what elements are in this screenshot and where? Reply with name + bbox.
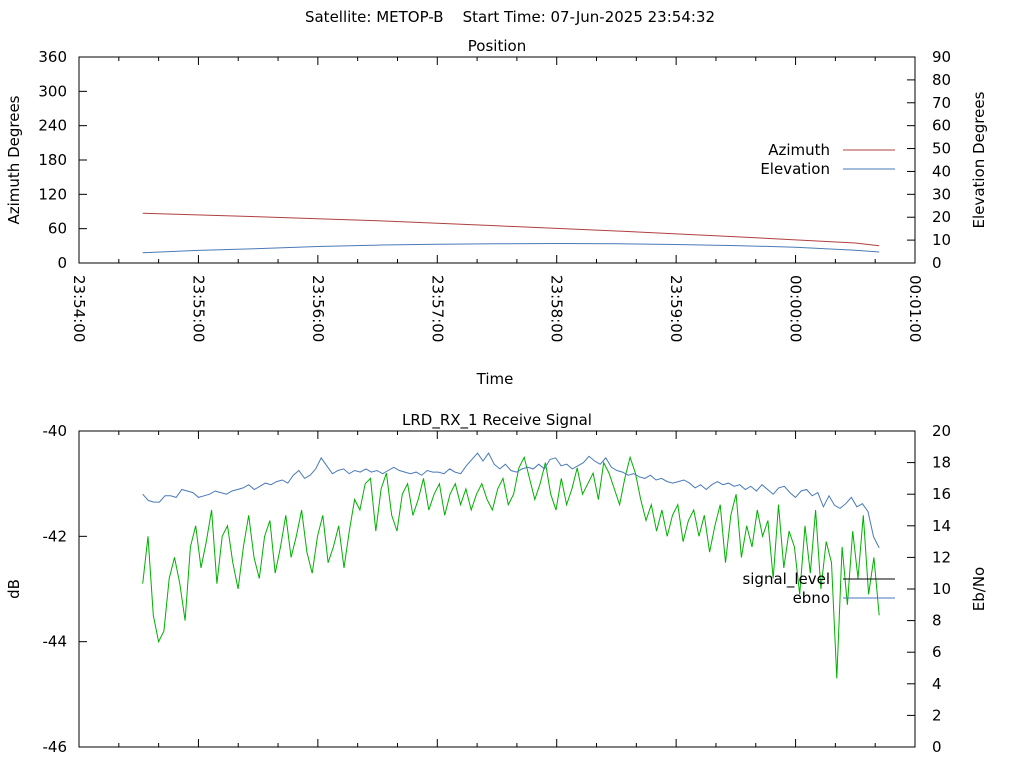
y2-tick-label: 40 <box>932 162 951 180</box>
x-tick-label: 23:57:00 <box>428 275 446 342</box>
y2-tick-label: 4 <box>932 675 942 693</box>
chart-title: Position <box>468 37 526 55</box>
y-tick-label: 360 <box>38 48 67 66</box>
x-tick-label: 23:58:00 <box>548 275 566 342</box>
y2-tick-label: 30 <box>932 185 951 203</box>
y2-tick-label: 14 <box>932 517 951 535</box>
y-tick-label: -44 <box>43 633 68 651</box>
y2-tick-label: 8 <box>932 612 942 630</box>
y2-axis-label: Eb/No <box>970 567 988 611</box>
y-tick-label: -40 <box>43 422 68 440</box>
receive-signal-chart: LRD_RX_1 Receive Signal -40 -42 -44 -46 0 2 4 6 8… <box>5 411 988 756</box>
legend-label-azimuth: Azimuth <box>768 141 830 159</box>
y-tick-label: 60 <box>48 220 67 238</box>
y2-axis-label: Elevation Degrees <box>970 91 988 228</box>
y-tick-label: 120 <box>38 185 67 203</box>
y-tick-label: 0 <box>57 254 67 272</box>
plot-frame <box>78 430 916 748</box>
y-tick-label: 240 <box>38 117 67 135</box>
ebno-series-line <box>142 452 880 549</box>
signal-level-series-line <box>142 455 880 679</box>
y-axis-label: dB <box>5 579 23 599</box>
y2-tick-label: 12 <box>932 548 951 566</box>
chart-title: LRD_RX_1 Receive Signal <box>402 411 592 430</box>
x-axis-label: Time <box>476 370 514 388</box>
y-tick-label: 300 <box>38 82 67 100</box>
legend-label-ebno: ebno <box>793 589 830 607</box>
y-tick-label: -46 <box>43 738 68 756</box>
page-title: Satellite: METOP-B Start Time: 07-Jun-20… <box>305 8 715 26</box>
x-tick-label: 23:59:00 <box>667 275 685 342</box>
y2-tick-label: 80 <box>932 71 951 89</box>
y-axis-label: Azimuth Degrees <box>5 95 23 224</box>
x-tick-label: 23:56:00 <box>309 275 327 342</box>
y2-tick-label: 16 <box>932 485 951 503</box>
elevation-series-line <box>142 242 880 254</box>
legend-label-signal-level: signal_level <box>742 570 830 589</box>
y2-tick-label: 70 <box>932 94 951 112</box>
legend-label-elevation: Elevation <box>760 160 830 178</box>
y2-tick-label: 90 <box>932 48 951 66</box>
y-tick-label: 180 <box>38 151 67 169</box>
y2-tick-label: 0 <box>932 254 942 272</box>
azimuth-series-line <box>142 212 880 247</box>
y2-tick-label: 0 <box>932 738 942 756</box>
y2-tick-label: 18 <box>932 454 951 472</box>
y2-tick-label: 20 <box>932 208 951 226</box>
x-tick-label: 00:01:00 <box>906 275 924 342</box>
y2-tick-label: 10 <box>932 580 951 598</box>
y2-tick-label: 10 <box>932 231 951 249</box>
y-tick-label: -42 <box>43 527 68 545</box>
x-tick-label: 23:54:00 <box>70 275 88 342</box>
x-tick-label: 23:55:00 <box>189 275 207 342</box>
y2-tick-label: 6 <box>932 643 942 661</box>
position-chart: Position 0 60 120 180 240 300 360 0 10 20 30 40 50 60 7… <box>5 37 988 388</box>
y2-tick-label: 20 <box>932 422 951 440</box>
y2-tick-label: 2 <box>932 706 942 724</box>
y2-tick-label: 50 <box>932 140 951 158</box>
x-tick-label: 00:00:00 <box>787 275 805 342</box>
y2-tick-label: 60 <box>932 117 951 135</box>
